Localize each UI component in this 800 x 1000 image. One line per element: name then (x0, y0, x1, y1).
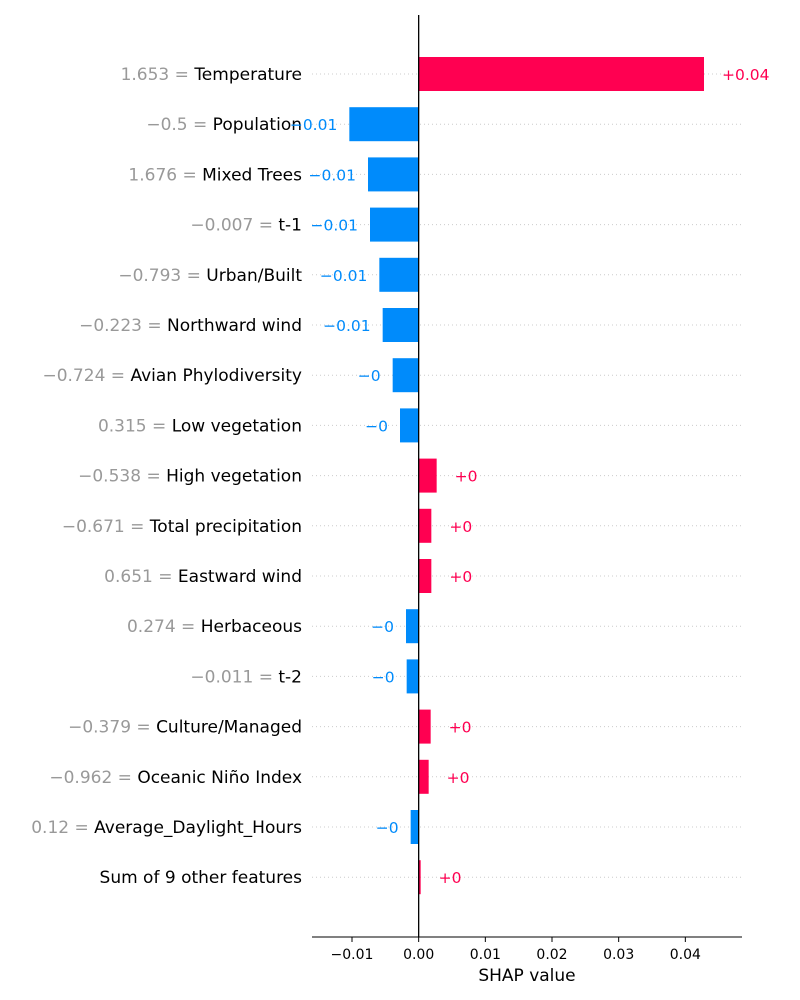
feature-value: −0.793 = (118, 266, 206, 286)
feature-name: Eastward wind (178, 567, 302, 587)
feature-name: Urban/Built (206, 266, 302, 286)
feature-name: Temperature (193, 65, 302, 85)
bar-value-label: −0 (365, 417, 388, 435)
feature-name: Herbaceous (201, 617, 302, 637)
bar-value-label: −0 (372, 668, 395, 686)
feature-value: −0.962 = (49, 768, 137, 788)
shap-bar (418, 860, 421, 895)
shap-bar (418, 458, 437, 493)
feature-name: Population (213, 115, 302, 135)
x-tick-label: 0.01 (470, 947, 501, 963)
feature-labels: 1.653 = Temperature +0.04 −0.5 = Populatio… (31, 65, 769, 888)
feature-label: −0.671 = Total precipitation (62, 517, 302, 537)
x-tick-label: 0.03 (603, 947, 634, 963)
feature-label: 1.676 = Mixed Trees (128, 165, 302, 185)
shap-bar (406, 609, 419, 644)
feature-name: Northward wind (167, 316, 302, 336)
bar-value-label: +0 (449, 719, 472, 737)
feature-name: Mixed Trees (202, 165, 302, 185)
shap-bar (349, 107, 419, 142)
bar-value-label: +0 (439, 869, 462, 887)
feature-label: −0.5 = Population (146, 115, 302, 135)
x-tick-label: 0.00 (403, 947, 434, 963)
bar-value-label: −0.01 (320, 267, 368, 285)
bar-value-label: +0 (449, 568, 472, 586)
shap-bar (418, 759, 429, 794)
feature-value: −0.671 = (62, 517, 150, 537)
bar-value-label: +0.04 (722, 66, 770, 84)
feature-label: 0.651 = Eastward wind (104, 567, 302, 587)
x-axis: −0.01 0.00 0.01 0.02 0.03 0.04 SHAP value (312, 936, 742, 986)
bar-value-label: −0 (371, 618, 394, 636)
shap-bar (382, 308, 419, 342)
feature-label: −0.007 = t-1 (190, 216, 302, 236)
feature-value: −0.538 = (78, 467, 166, 487)
x-axis-title: SHAP value (478, 966, 575, 986)
feature-name: Oceanic Niño Index (137, 768, 302, 788)
feature-name: Culture/Managed (156, 718, 302, 738)
grid-lines (312, 73, 742, 878)
bar-value-label: −0 (376, 819, 399, 837)
x-tick-label: −0.01 (331, 947, 374, 963)
feature-value: 0.315 = (98, 416, 172, 436)
feature-name: Low vegetation (172, 416, 302, 436)
feature-name: t-2 (278, 667, 302, 687)
shap-bar (379, 257, 419, 292)
feature-label: −0.724 = Avian Phylodiversity (42, 366, 302, 386)
shap-bar (418, 709, 431, 744)
feature-value: 0.12 = (31, 818, 94, 838)
shap-bar (368, 157, 419, 192)
feature-label: 0.315 = Low vegetation (98, 416, 302, 436)
feature-name: High vegetation (166, 467, 302, 487)
feature-name: Avian Phylodiversity (130, 366, 302, 386)
feature-label: Sum of 9 other features (100, 868, 303, 888)
x-tick-label: 0.02 (536, 947, 567, 963)
feature-value: −0.379 = (68, 718, 156, 738)
feature-value: 0.651 = (104, 567, 178, 587)
feature-value: −0.223 = (79, 316, 167, 336)
bar-value-label: −0.01 (311, 217, 359, 235)
x-tick-label: 0.04 (670, 947, 701, 963)
feature-name: t-1 (278, 216, 302, 236)
feature-value: −0.724 = (42, 366, 130, 386)
bar-value-label: +0 (455, 468, 478, 486)
feature-label: −0.962 = Oceanic Niño Index (49, 768, 302, 788)
shap-bar (400, 408, 419, 443)
shap-bar (370, 207, 419, 242)
feature-value: −0.5 = (146, 115, 212, 135)
shap-bar (418, 559, 432, 593)
feature-value: −0.011 = (190, 667, 278, 687)
feature-label: −0.379 = Culture/Managed (68, 718, 302, 738)
shap-bar (410, 810, 419, 844)
bar-value-label: −0.01 (309, 166, 357, 184)
bar-value-label: −0.01 (290, 116, 338, 134)
feature-label: 1.653 = Temperature (121, 65, 302, 85)
bars (349, 57, 704, 895)
bar-value-label: −0.01 (323, 317, 371, 335)
shap-bar (418, 57, 704, 91)
shap-bar (406, 659, 419, 694)
bar-value-label: −0 (358, 367, 381, 385)
feature-label: −0.793 = Urban/Built (118, 266, 302, 286)
bar-value-label: +0 (447, 769, 470, 787)
feature-label: −0.011 = t-2 (190, 667, 302, 687)
feature-label: 0.274 = Herbaceous (127, 617, 302, 637)
feature-label: 0.12 = Average_Daylight_Hours (31, 818, 302, 838)
shap-bar (392, 358, 419, 393)
feature-value: 0.274 = (127, 617, 201, 637)
x-ticks: −0.01 0.00 0.01 0.02 0.03 0.04 (331, 937, 701, 963)
feature-label: −0.223 = Northward wind (79, 316, 302, 336)
feature-name: Average_Daylight_Hours (94, 818, 302, 838)
bar-value-label: +0 (449, 518, 472, 536)
feature-value: 1.653 = (121, 65, 195, 85)
feature-label: −0.538 = High vegetation (78, 467, 302, 487)
shap-bar (418, 508, 432, 543)
feature-value: −0.007 = (190, 216, 278, 236)
feature-name: Total precipitation (149, 517, 302, 537)
feature-name: Sum of 9 other features (100, 868, 303, 888)
feature-value: 1.676 = (128, 165, 202, 185)
